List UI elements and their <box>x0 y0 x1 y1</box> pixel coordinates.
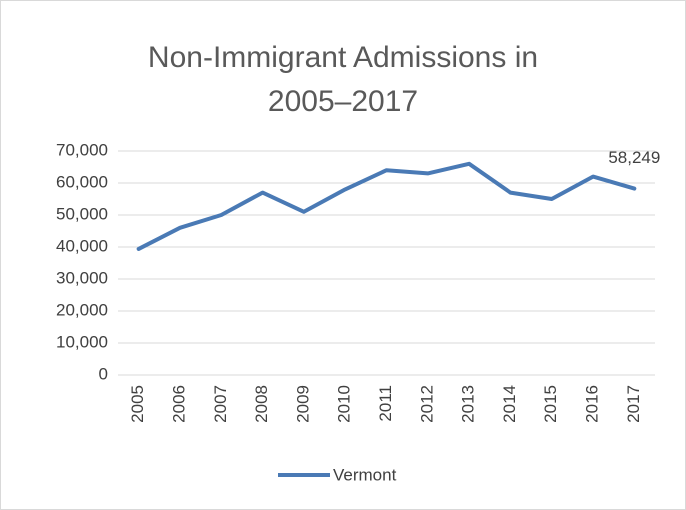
y-tick-label: 70,000 <box>56 140 108 159</box>
y-tick-label: 10,000 <box>56 332 108 351</box>
y-tick-label: 60,000 <box>56 172 108 191</box>
x-tick-label: 2013 <box>459 385 478 423</box>
y-tick-label: 30,000 <box>56 268 108 287</box>
x-tick-label: 2011 <box>376 385 395 422</box>
chart-title: Non-Immigrant Admissions in 2005–2017 <box>147 41 539 118</box>
x-tick-label: 2015 <box>541 385 560 423</box>
legend-label: Vermont <box>333 465 397 484</box>
x-tick-label: 2005 <box>128 385 147 423</box>
y-tick-label: 50,000 <box>56 204 108 223</box>
data-label: 58,249 <box>608 148 660 167</box>
x-tick-label: 2007 <box>211 385 230 423</box>
data-line <box>136 161 637 251</box>
x-tick-label: 2017 <box>624 385 643 423</box>
x-tick-label: 2006 <box>169 385 188 423</box>
x-tick-label: 2009 <box>293 385 312 423</box>
y-tick-label: 40,000 <box>56 236 108 255</box>
y-tick-label: 0 <box>99 364 108 383</box>
y-tick-label: 20,000 <box>56 300 108 319</box>
x-tick-label: 2010 <box>335 385 354 423</box>
x-tick-label: 2012 <box>417 385 436 423</box>
x-tick-label: 2016 <box>583 385 602 423</box>
x-tick-label: 2008 <box>252 385 271 423</box>
x-tick-label: 2014 <box>500 385 519 423</box>
